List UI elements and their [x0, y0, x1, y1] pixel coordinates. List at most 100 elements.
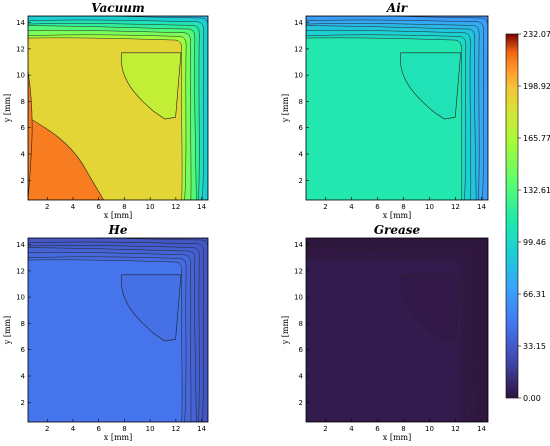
x-tick-label: 12 [451, 203, 460, 211]
x-tick-label: 14 [477, 203, 486, 211]
panel-title: Vacuum [91, 1, 144, 15]
x-tick-label: 12 [171, 425, 180, 433]
colorbar-tick-label: 99.46 [523, 238, 546, 247]
y-tick-label: 14 [16, 19, 25, 27]
panel-title: Grease [374, 223, 421, 237]
contour-area [306, 16, 488, 200]
y-tick-label: 4 [21, 373, 26, 381]
y-tick-label: 14 [294, 19, 303, 27]
panel-title: He [108, 223, 128, 237]
panels-layer: Vacuum 2 4 6 8 10 12 14 2 4 6 8 10 12 14 x [mm] y [mm] Ai… [3, 1, 489, 442]
plot-frame [305, 15, 489, 201]
contour-band [28, 238, 208, 422]
y-tick-label: 4 [299, 373, 304, 381]
plot-frame [27, 15, 209, 201]
x-tick-label: 6 [375, 203, 380, 211]
colorbar-tick-label: 165.77 [523, 134, 550, 143]
contour-band [28, 16, 208, 200]
contour-fill-interior [28, 238, 208, 422]
colorbar-tick-label: 198.92 [523, 82, 550, 91]
y-tick-label: 6 [21, 346, 26, 354]
x-tick-label: 2 [323, 203, 327, 211]
y-tick-label: 6 [299, 346, 304, 354]
colorbar-gradient [505, 33, 519, 399]
y-tick-label: 6 [21, 124, 26, 132]
x-axis-label: x [mm] [383, 211, 411, 220]
x-tick-label: 6 [96, 425, 101, 433]
y-axis-label: y [mm] [3, 94, 12, 123]
x-tick-label: 6 [375, 425, 380, 433]
contour-band [28, 238, 208, 422]
contour-fill-upper-right [120, 274, 182, 342]
y-tick-label: 10 [294, 294, 303, 302]
y-axis-label: y [mm] [281, 316, 290, 345]
x-tick-label: 2 [323, 425, 327, 433]
y-tick-label: 14 [294, 241, 303, 249]
x-tick-label: 14 [197, 203, 206, 211]
x-tick-label: 2 [45, 203, 49, 211]
panel-air: Air 2 4 6 8 10 12 14 2 4 6 8 10 12 14 x [mm] y [mm] [281, 1, 489, 220]
panel-he: He 2 4 6 8 10 12 14 2 4 6 8 10 12 14 x [mm] y [mm] [3, 223, 209, 442]
contour-band [306, 16, 488, 200]
colorbar-tick-label: 66.31 [523, 290, 546, 299]
y-tick-label: 6 [299, 124, 304, 132]
colorbar-tick-label: 232.07 [523, 30, 550, 39]
panel-grease: Grease 2 4 6 8 10 12 14 2 4 6 8 10 12 14 x [mm] y [mm] [281, 223, 489, 442]
y-tick-label: 2 [21, 399, 25, 407]
y-tick-label: 4 [21, 151, 26, 159]
y-tick-label: 2 [299, 177, 303, 185]
x-tick-label: 10 [425, 203, 434, 211]
x-tick-label: 10 [425, 425, 434, 433]
y-tick-label: 8 [299, 320, 303, 328]
contour-fill-upper-right [400, 274, 462, 342]
contour-band [306, 16, 488, 200]
contour-band [306, 16, 488, 200]
y-tick-label: 12 [16, 45, 25, 53]
contour-band [28, 16, 208, 200]
y-tick-label: 10 [16, 294, 25, 302]
y-tick-label: 14 [16, 241, 25, 249]
y-tick-label: 2 [21, 177, 25, 185]
contour-band [306, 238, 488, 422]
y-tick-label: 4 [299, 151, 304, 159]
y-tick-label: 12 [294, 45, 303, 53]
panel-title: Air [386, 1, 409, 15]
x-tick-label: 14 [477, 425, 486, 433]
x-tick-label: 8 [401, 425, 405, 433]
x-tick-label: 2 [45, 425, 49, 433]
contour-band [28, 16, 208, 200]
contour-area [306, 238, 488, 422]
x-tick-label: 12 [451, 425, 460, 433]
contour-fill-upper-right [400, 52, 462, 120]
y-tick-label: 12 [294, 267, 303, 275]
panel-vacuum: Vacuum 2 4 6 8 10 12 14 2 4 6 8 10 12 14 x [mm] y [mm] [3, 1, 209, 220]
y-tick-label: 10 [16, 72, 25, 80]
contour-band [28, 16, 208, 200]
colorbar-tick-label: 0.00 [523, 394, 541, 403]
contour-fill-interior [306, 238, 488, 422]
x-tick-label: 8 [122, 203, 126, 211]
y-tick-label: 8 [21, 320, 25, 328]
x-tick-label: 8 [122, 425, 126, 433]
contour-band [28, 238, 208, 422]
y-tick-label: 8 [299, 98, 303, 106]
x-tick-label: 12 [171, 203, 180, 211]
x-tick-label: 10 [146, 203, 155, 211]
contour-band [306, 16, 488, 200]
contour-band [306, 238, 488, 422]
x-axis-label: x [mm] [104, 433, 132, 442]
contour-area [28, 16, 208, 200]
plot-frame [27, 237, 209, 423]
y-tick-label: 8 [21, 98, 25, 106]
x-tick-label: 6 [96, 203, 101, 211]
x-tick-label: 4 [71, 425, 76, 433]
y-axis-label: y [mm] [3, 316, 12, 345]
y-axis-label: y [mm] [281, 94, 290, 123]
colorbar: 232.07 198.92 165.77 132.61 99.46 66.31 33.15 0… [505, 30, 550, 403]
contour-band [306, 238, 488, 422]
x-axis-label: x [mm] [383, 433, 411, 442]
plot-frame [305, 237, 489, 423]
x-tick-label: 8 [401, 203, 405, 211]
colorbar-tick-label: 132.61 [523, 186, 550, 195]
